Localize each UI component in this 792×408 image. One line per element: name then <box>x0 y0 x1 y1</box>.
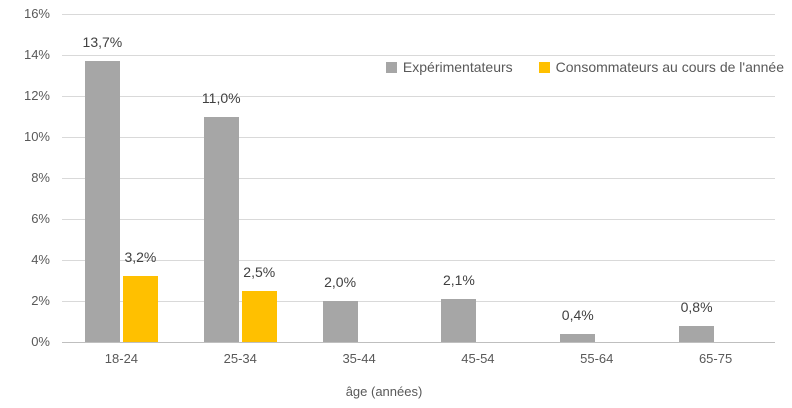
y-axis-tick-label: 12% <box>23 88 50 103</box>
gridline <box>62 259 775 261</box>
bar-value-label: 2,1% <box>442 271 475 288</box>
legend-swatch-yellow-icon <box>538 61 550 73</box>
gridline <box>62 54 775 56</box>
legend-label-consommateurs: Consommateurs au cours de l'année <box>555 59 784 75</box>
x-axis-line <box>62 341 775 343</box>
x-axis-tick-label: 35-44 <box>342 351 376 366</box>
x-axis-title: âge (années) <box>345 384 423 399</box>
legend-item-experimentateurs: Expérimentateurs <box>385 59 513 75</box>
bar-value-label: 0,4% <box>561 306 594 323</box>
gridline <box>62 300 775 302</box>
bar-experimentateurs-65-75 <box>679 325 715 342</box>
x-axis-tick-label: 65-75 <box>698 351 733 366</box>
gridline <box>62 13 775 15</box>
x-axis-tick-label: 18-24 <box>104 351 139 366</box>
bar-value-label: 3,2% <box>124 249 157 266</box>
y-axis-tick-label: 2% <box>31 293 50 308</box>
y-axis-tick-label: 14% <box>23 47 50 62</box>
y-axis-tick-label: 8% <box>31 170 50 185</box>
gridline <box>62 136 775 138</box>
bar-experimentateurs-25-34 <box>203 116 239 342</box>
y-axis-tick-label: 4% <box>31 252 50 267</box>
x-axis-tick-label: 55-64 <box>580 351 614 366</box>
bar-value-label: 0,8% <box>680 298 713 315</box>
bar-consommateurs-25-34 <box>241 290 277 342</box>
gridline <box>62 177 775 179</box>
y-axis-tick-label: 6% <box>31 211 50 226</box>
legend-item-consommateurs: Consommateurs au cours de l'année <box>538 59 784 75</box>
bar-value-label: 11,0% <box>201 89 241 106</box>
bar-consommateurs-18-24 <box>122 276 158 342</box>
x-axis-tick-label: 45-54 <box>461 351 495 366</box>
bar-experimentateurs-18-24 <box>84 61 120 342</box>
legend: Expérimentateurs Consommateurs au cours … <box>385 59 784 75</box>
bar-experimentateurs-45-54 <box>441 298 477 342</box>
legend-label-experimentateurs: Expérimentateurs <box>402 59 513 75</box>
bar-value-label: 13,7% <box>82 34 123 51</box>
bar-value-label: 2,0% <box>324 274 357 290</box>
bar-experimentateurs-35-44 <box>322 301 358 342</box>
legend-swatch-gray-icon <box>385 61 397 73</box>
gridline <box>62 218 775 220</box>
bar-experimentateurs-55-64 <box>560 333 596 342</box>
gridline <box>62 95 775 97</box>
y-axis-tick-label: 10% <box>23 129 50 144</box>
bar-value-label: 2,5% <box>243 263 276 280</box>
y-axis-tick-label: 0% <box>31 334 50 349</box>
x-axis-tick-label: 25-34 <box>223 351 257 366</box>
y-axis-tick-label: 16% <box>23 6 50 21</box>
